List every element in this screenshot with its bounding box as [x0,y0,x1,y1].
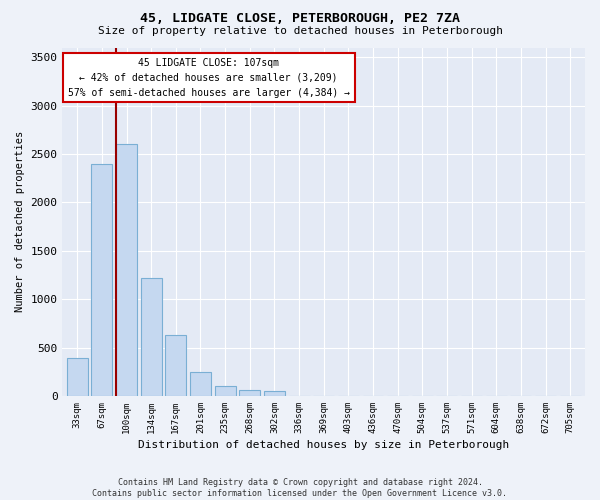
Text: Contains HM Land Registry data © Crown copyright and database right 2024.
Contai: Contains HM Land Registry data © Crown c… [92,478,508,498]
Bar [166,335,186,396]
Bar [190,372,211,396]
Bar [91,164,112,396]
Y-axis label: Number of detached properties: Number of detached properties [15,131,25,312]
Bar [67,358,88,396]
Bar [264,391,285,396]
Bar [140,278,161,396]
Text: 45, LIDGATE CLOSE, PETERBOROUGH, PE2 7ZA: 45, LIDGATE CLOSE, PETERBOROUGH, PE2 7ZA [140,12,460,26]
Bar [116,144,137,396]
X-axis label: Distribution of detached houses by size in Peterborough: Distribution of detached houses by size … [138,440,509,450]
Bar [215,386,236,396]
Bar [239,390,260,396]
Text: 45 LIDGATE CLOSE: 107sqm
← 42% of detached houses are smaller (3,209)
57% of sem: 45 LIDGATE CLOSE: 107sqm ← 42% of detach… [68,58,350,98]
Text: Size of property relative to detached houses in Peterborough: Size of property relative to detached ho… [97,26,503,36]
